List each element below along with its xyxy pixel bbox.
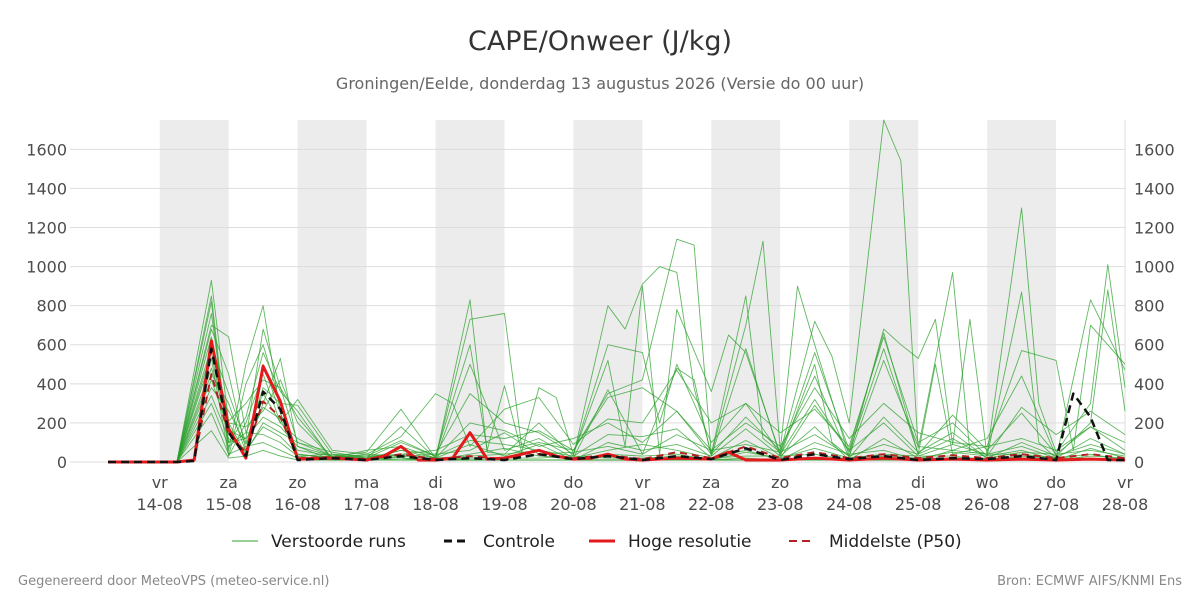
main-series xyxy=(108,339,1126,464)
y-tick-label-right: 1400 xyxy=(1134,179,1175,198)
perturbed-run-line xyxy=(108,373,1126,463)
y-tick-label-left: 600 xyxy=(36,336,67,355)
legend-median-label: Middelste (P50) xyxy=(829,532,962,552)
x-tick-day-label: zo xyxy=(771,473,789,492)
y-tick-label-left: 400 xyxy=(36,375,67,394)
legend: Verstoorde runs Controle Hoge resolutie … xyxy=(232,532,962,552)
x-tick-day-label: wo xyxy=(493,473,516,492)
perturbed-run-line xyxy=(108,328,1126,463)
x-tick-day-label: ma xyxy=(354,473,379,492)
x-tick-day-label: vr xyxy=(1117,473,1133,492)
x-tick-day-label: do xyxy=(563,473,583,492)
y-tick-label-right: 1000 xyxy=(1134,258,1175,277)
y-axis-left-labels: 0 200 400 600 800 1000 1200 1400 1600 xyxy=(26,140,67,472)
x-tick-date-label: 18-08 xyxy=(412,495,459,514)
y-tick-label-right: 400 xyxy=(1134,375,1165,394)
footer-generated-by: Gegenereerd door MeteoVPS (meteo-service… xyxy=(18,574,329,589)
x-tick-date-label: 20-08 xyxy=(550,495,597,514)
x-tick-day-label: di xyxy=(911,473,926,492)
weekend-shading xyxy=(159,120,1057,462)
x-tick-date-label: 14-08 xyxy=(136,495,183,514)
y-tick-label-left: 0 xyxy=(57,453,67,472)
x-tick-day-label: vr xyxy=(152,473,168,492)
x-tick-day-label: ma xyxy=(837,473,862,492)
weekend-band xyxy=(849,120,919,462)
perturbed-run-line xyxy=(108,324,1126,463)
y-tick-label-right: 1600 xyxy=(1134,140,1175,159)
y-tick-label-left: 800 xyxy=(36,297,67,316)
x-tick-date-label: 23-08 xyxy=(757,495,804,514)
x-tick-date-label: 27-08 xyxy=(1033,495,1080,514)
y-tick-label-left: 200 xyxy=(36,414,67,433)
x-tick-day-label: wo xyxy=(976,473,999,492)
y-tick-label-right: 200 xyxy=(1134,414,1165,433)
y-tick-label-right: 0 xyxy=(1134,453,1144,472)
y-tick-label-right: 600 xyxy=(1134,336,1165,355)
footer-source: Bron: ECMWF AIFS/KNMI Ens xyxy=(997,574,1182,589)
y-axis-right-labels: 0 200 400 600 800 1000 1200 1400 1600 xyxy=(1134,140,1175,472)
x-tick-day-label: zo xyxy=(289,473,307,492)
y-tick-label-left: 1000 xyxy=(26,258,67,277)
x-tick-day-label: di xyxy=(428,473,443,492)
x-tick-date-label: 17-08 xyxy=(343,495,390,514)
x-tick-date-label: 21-08 xyxy=(619,495,666,514)
x-tick-day-label: do xyxy=(1046,473,1066,492)
weekend-band xyxy=(297,120,367,462)
x-tick-date-label: 25-08 xyxy=(895,495,942,514)
perturbed-run-line xyxy=(108,357,1126,463)
x-tick-date-label: 24-08 xyxy=(826,495,873,514)
chart-title: CAPE/Onweer (J/kg) xyxy=(468,26,732,57)
y-tick-label-right: 800 xyxy=(1134,297,1165,316)
legend-perturbed-label: Verstoorde runs xyxy=(271,532,406,552)
legend-control-label: Controle xyxy=(483,532,555,552)
weekend-band xyxy=(711,120,781,462)
x-tick-date-label: 16-08 xyxy=(274,495,321,514)
x-tick-date-label: 22-08 xyxy=(688,495,735,514)
weekend-band xyxy=(987,120,1057,462)
y-tick-label-left: 1600 xyxy=(26,140,67,159)
perturbed-run-line xyxy=(108,352,1126,463)
perturbed-run-line xyxy=(108,346,1126,463)
x-tick-date-label: 28-08 xyxy=(1102,495,1149,514)
legend-hires-label: Hoge resolutie xyxy=(628,532,752,552)
x-tick-date-label: 26-08 xyxy=(964,495,1011,514)
x-tick-day-label: za xyxy=(702,473,720,492)
x-tick-date-label: 15-08 xyxy=(205,495,252,514)
perturbed-run-line xyxy=(108,367,1126,463)
y-tick-label-right: 1200 xyxy=(1134,218,1175,237)
x-tick-day-label: vr xyxy=(634,473,650,492)
x-tick-day-label: za xyxy=(220,473,238,492)
y-tick-label-left: 1200 xyxy=(26,218,67,237)
y-tick-label-left: 1400 xyxy=(26,179,67,198)
x-axis-labels: vr 14-08 za 15-08 zo 16-08 ma 17-08 di 18-08 wo 19-… xyxy=(136,473,1148,514)
chart-subtitle: Groningen/Eelde, donderdag 13 augustus 2… xyxy=(336,74,864,93)
x-tick-date-label: 19-08 xyxy=(481,495,528,514)
